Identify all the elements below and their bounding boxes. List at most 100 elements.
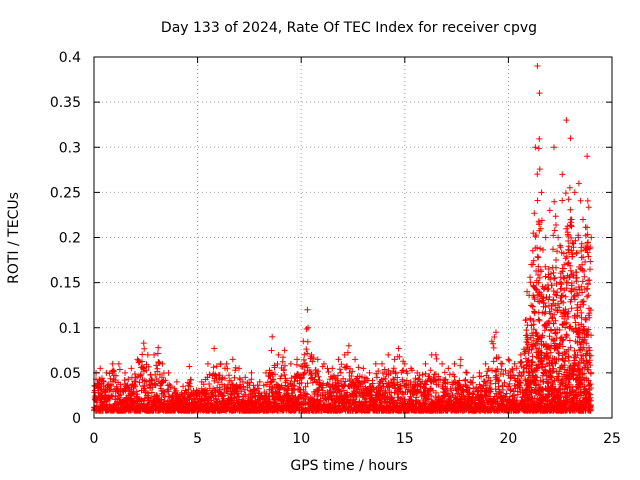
scatter-point	[242, 374, 249, 381]
scatter-point	[559, 171, 566, 178]
scatter-point	[294, 356, 301, 363]
scatter-point	[499, 360, 506, 367]
scatter-point	[414, 369, 421, 376]
x-tick-label: 25	[603, 431, 621, 447]
scatter-point	[536, 90, 543, 97]
scatter-point	[304, 306, 311, 313]
scatter-point	[524, 288, 531, 295]
scatter-point	[476, 369, 483, 376]
scatter-point	[584, 153, 591, 160]
y-axis-label: ROTI / TECUs	[6, 192, 22, 284]
scatter-point	[320, 360, 327, 367]
y-tick-label: 0.35	[50, 95, 81, 111]
scatter-point	[269, 333, 276, 340]
scatter-point	[229, 356, 236, 363]
scatter-point	[439, 360, 446, 367]
y-tick-label: 0.3	[59, 140, 81, 156]
chart-title: Day 133 of 2024, Rate Of TEC Index for r…	[161, 20, 537, 36]
scatter-cloud	[91, 135, 594, 414]
scatter-point	[488, 338, 495, 345]
scatter-point	[151, 351, 158, 358]
scatter-point	[134, 356, 141, 363]
x-tick-label: 10	[292, 431, 310, 447]
scatter-point	[463, 369, 470, 376]
scatter-point	[408, 365, 415, 372]
scatter-point	[372, 360, 379, 367]
x-tick-label: 15	[396, 431, 414, 447]
scatter-point	[550, 144, 557, 151]
scatter-point	[432, 351, 439, 358]
scatter-point	[395, 345, 402, 352]
scatter-point	[329, 365, 336, 372]
scatter-point	[360, 365, 367, 372]
scatter-point	[144, 351, 151, 358]
scatter-point	[155, 344, 162, 351]
scatter-point	[186, 363, 193, 370]
scatter-point	[173, 378, 180, 385]
scatter-point	[281, 347, 288, 354]
scatter-point	[236, 365, 243, 372]
scatter-point	[223, 360, 230, 367]
y-tick-label: 0	[72, 411, 81, 427]
scatter-point	[391, 356, 398, 363]
scatter-point	[345, 342, 352, 349]
scatter-point	[217, 360, 224, 367]
scatter-point	[470, 374, 477, 381]
scatter-point	[505, 356, 512, 363]
scatter-point	[567, 135, 574, 142]
scatter-point	[341, 351, 348, 358]
scatter-points	[91, 63, 595, 414]
y-tick-label: 0.05	[50, 366, 81, 382]
scatter-point	[204, 360, 211, 367]
scatter-point	[511, 360, 518, 367]
scatter-point	[335, 356, 342, 363]
scatter-point	[180, 383, 187, 390]
scatter-point	[542, 234, 549, 241]
scatter-point	[97, 365, 104, 372]
scatter-point	[366, 369, 373, 376]
scatter-point	[555, 234, 562, 241]
scatter-point	[546, 207, 553, 214]
y-tick-label: 0.1	[59, 321, 81, 337]
y-tick-label: 0.25	[50, 185, 81, 201]
y-tick-label: 0.4	[59, 50, 81, 66]
scatter-point	[492, 329, 499, 336]
scatter-point	[314, 356, 321, 363]
scatter-point	[588, 234, 595, 241]
scatter-point	[352, 356, 359, 363]
scatter-point	[532, 144, 539, 151]
scatter-point	[385, 351, 392, 358]
scatter-point	[140, 340, 147, 347]
scatter-point	[575, 180, 582, 187]
scatter-point	[534, 63, 541, 70]
scatter-point	[190, 387, 197, 394]
scatter-point	[248, 369, 255, 376]
scatter-point	[262, 369, 269, 376]
y-tick-label: 0.15	[50, 276, 81, 292]
scatter-point	[287, 360, 294, 367]
scatter-point	[115, 360, 122, 367]
x-tick-label: 20	[499, 431, 517, 447]
scatter-point	[422, 360, 429, 367]
axes: 0 5 10 15 20 25 0 0.05 0.1 0.15 0.2 0.25 0.3 0.35 0.4	[50, 50, 621, 447]
scatter-point	[122, 369, 129, 376]
scatter-point	[482, 360, 489, 367]
scatter-point	[308, 351, 315, 358]
scatter-point	[571, 189, 578, 196]
scatter-point	[256, 378, 263, 385]
y-tick-label: 0.2	[59, 231, 81, 247]
scatter-point	[579, 216, 586, 223]
scatter-point	[165, 369, 172, 376]
scatter-point	[128, 365, 135, 372]
scatter-point	[379, 360, 386, 367]
scatter-point	[563, 117, 570, 124]
scatter-point	[457, 356, 464, 363]
scatter-point	[528, 261, 535, 268]
grid	[94, 57, 612, 418]
scatter-point	[538, 189, 545, 196]
x-axis-label: GPS time / hours	[290, 458, 407, 474]
scatter-point	[517, 351, 524, 358]
scatter-point	[198, 378, 205, 385]
scatter-point	[103, 369, 110, 376]
